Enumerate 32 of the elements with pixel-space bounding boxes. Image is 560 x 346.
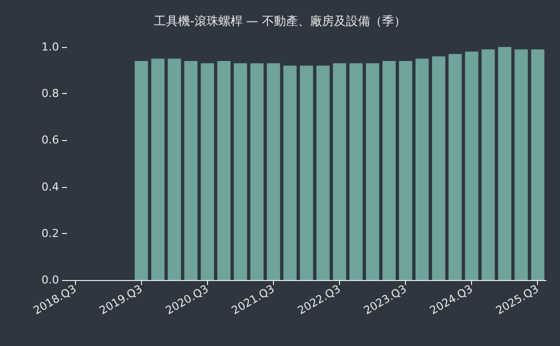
bar	[416, 58, 429, 280]
bar	[283, 66, 297, 280]
bar	[382, 60, 396, 280]
bar	[448, 54, 462, 280]
y-tick-label: 0.4	[42, 180, 59, 194]
bar	[184, 60, 198, 280]
bar	[398, 60, 412, 280]
bar	[151, 58, 164, 280]
bar	[217, 60, 231, 280]
bar	[250, 63, 264, 280]
bar	[465, 52, 478, 280]
bar	[168, 58, 181, 280]
bar	[200, 63, 214, 280]
chart-title: 工具機-滾珠螺桿 — 不動產、廠房及設備（季）	[154, 14, 406, 28]
bar	[134, 60, 148, 280]
bar	[234, 63, 248, 280]
bar	[300, 66, 314, 280]
bar	[366, 63, 380, 280]
bar	[432, 56, 446, 280]
y-tick-label: 0.6	[42, 134, 59, 147]
y-tick-label: 0.8	[42, 87, 59, 100]
bar	[498, 47, 512, 280]
bar	[316, 66, 330, 280]
bar	[531, 49, 544, 280]
bar	[332, 63, 346, 280]
bar	[266, 63, 280, 280]
bar	[349, 63, 363, 280]
bar	[514, 49, 528, 280]
bar	[482, 49, 495, 280]
y-tick-label: 0.2	[42, 226, 59, 240]
y-tick-label: 0.0	[42, 274, 59, 286]
y-tick-label: 1.0	[42, 40, 59, 54]
